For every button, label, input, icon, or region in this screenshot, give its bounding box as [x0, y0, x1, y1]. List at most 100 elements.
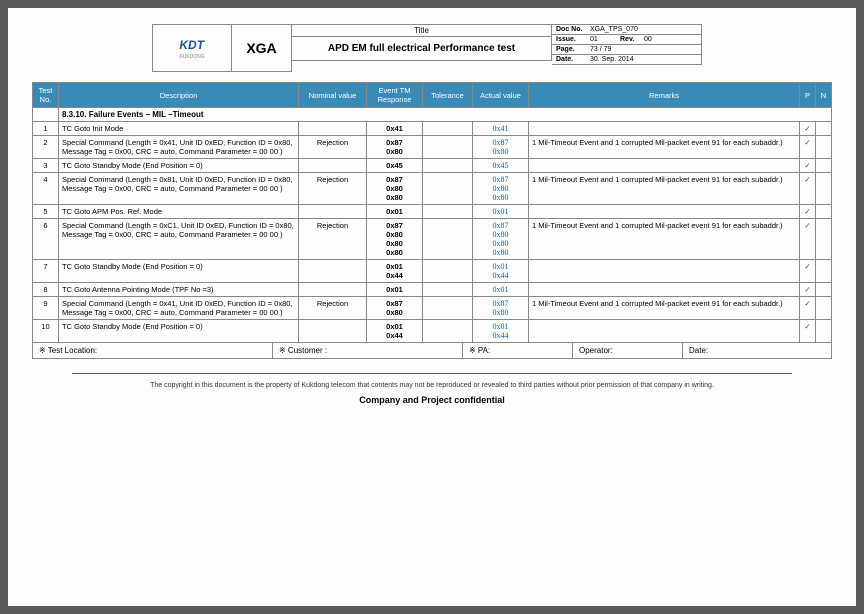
pass-cell: ✓	[800, 283, 816, 297]
description-cell: TC Goto APM Pos. Ref. Mode	[59, 205, 299, 219]
fail-cell	[816, 159, 832, 173]
table-row: 6Special Command (Length = 0xC1, Unit ID…	[33, 219, 832, 260]
table-row: 7TC Goto Standby Mode (End Position = 0)…	[33, 260, 832, 283]
column-header: N	[816, 83, 832, 108]
copyright-text: The copyright in this document is the pr…	[62, 382, 802, 389]
page-value: 73 / 79	[590, 46, 611, 53]
date-label: Date.	[556, 56, 590, 63]
nominal-cell: Rejection	[299, 219, 367, 260]
divider	[72, 373, 792, 374]
fail-cell	[816, 122, 832, 136]
test-no: 2	[33, 136, 59, 159]
nominal-cell: Rejection	[299, 173, 367, 205]
description-cell: TC Goto Standby Mode (End Position = 0)	[59, 320, 299, 343]
page-label: Page.	[556, 46, 590, 53]
tolerance-cell	[423, 173, 473, 205]
response-cell: 0x41	[367, 122, 423, 136]
operator-label: Operator:	[573, 343, 683, 358]
pa-label: ※ PA:	[463, 343, 573, 358]
issue-label: Issue.	[556, 36, 590, 43]
tolerance-cell	[423, 260, 473, 283]
test-no: 1	[33, 122, 59, 136]
column-header: Test No.	[33, 83, 59, 108]
test-no: 8	[33, 283, 59, 297]
test-no: 10	[33, 320, 59, 343]
pass-cell: ✓	[800, 320, 816, 343]
column-header: Tolerance	[423, 83, 473, 108]
docno-value: XGA_TPS_070	[590, 26, 638, 33]
remarks-cell: 1 Mil-Timeout Event and 1 corrupted Mil-…	[529, 219, 800, 260]
remarks-cell: 1 Mil-Timeout Event and 1 corrupted Mil-…	[529, 136, 800, 159]
header-block: KDT KUKDONG XGA Title APD EM full electr…	[152, 24, 832, 72]
meta-block: Doc No.XGA_TPS_070 Issue.01Rev.00 Page.7…	[552, 24, 702, 72]
column-header: Nominal value	[299, 83, 367, 108]
footer-date-label: Date:	[683, 343, 831, 358]
customer-label: ※ Customer :	[273, 343, 463, 358]
nominal-cell	[299, 205, 367, 219]
tolerance-cell	[423, 205, 473, 219]
date-value: 30. Sep. 2014	[590, 56, 634, 63]
rev-label: Rev.	[620, 36, 644, 43]
table-row: 8TC Goto Antenna Pointing Mode (TPF No =…	[33, 283, 832, 297]
pass-cell: ✓	[800, 205, 816, 219]
response-cell: 0x870x800x80	[367, 173, 423, 205]
remarks-cell	[529, 159, 800, 173]
test-no: 9	[33, 297, 59, 320]
pass-cell: ✓	[800, 297, 816, 320]
main-table: Test No.DescriptionNominal valueEvent TM…	[32, 82, 832, 343]
table-row: 5TC Goto APM Pos. Ref. Mode0x010x01✓	[33, 205, 832, 219]
nominal-cell: Rejection	[299, 136, 367, 159]
nominal-cell	[299, 260, 367, 283]
response-cell: 0x01	[367, 283, 423, 297]
section-title: 8.3.10. Failure Events – MIL –Timeout	[59, 108, 832, 122]
pass-cell: ✓	[800, 122, 816, 136]
response-cell: 0x45	[367, 159, 423, 173]
fail-cell	[816, 283, 832, 297]
confidential-text: Company and Project confidential	[32, 395, 832, 405]
table-body: 8.3.10. Failure Events – MIL –Timeout 1T…	[33, 108, 832, 343]
fail-cell	[816, 173, 832, 205]
actual-cell: 0x010x44	[473, 320, 529, 343]
table-row: 4Special Command (Length = 0x81, Unit ID…	[33, 173, 832, 205]
actual-cell: 0x870x800x80	[473, 173, 529, 205]
remarks-cell	[529, 320, 800, 343]
description-cell: TC Goto Init Mode	[59, 122, 299, 136]
response-cell: 0x870x80	[367, 136, 423, 159]
column-header: Event TM Response	[367, 83, 423, 108]
pass-cell: ✓	[800, 136, 816, 159]
nominal-cell	[299, 320, 367, 343]
table-row: 10TC Goto Standby Mode (End Position = 0…	[33, 320, 832, 343]
test-no: 3	[33, 159, 59, 173]
response-cell: 0x870x800x800x80	[367, 219, 423, 260]
remarks-cell	[529, 260, 800, 283]
docno-label: Doc No.	[556, 26, 590, 33]
title-block: Title APD EM full electrical Performance…	[292, 24, 552, 72]
actual-cell: 0x01	[473, 205, 529, 219]
actual-cell: 0x870x80	[473, 297, 529, 320]
tolerance-cell	[423, 297, 473, 320]
tolerance-cell	[423, 320, 473, 343]
actual-cell: 0x41	[473, 122, 529, 136]
actual-cell: 0x01	[473, 283, 529, 297]
rev-value: 00	[644, 36, 652, 43]
description-cell: TC Goto Standby Mode (End Position = 0)	[59, 159, 299, 173]
footer-row: ※ Test Location: ※ Customer : ※ PA: Oper…	[32, 343, 832, 359]
column-header: Remarks	[529, 83, 800, 108]
table-row: 1TC Goto Init Mode 0x41 0x41 ✓	[33, 122, 832, 136]
test-no: 4	[33, 173, 59, 205]
logo-cell: KDT KUKDONG	[152, 24, 232, 72]
table-row: 9Special Command (Length = 0x41, Unit ID…	[33, 297, 832, 320]
actual-cell: 0x870x80	[473, 136, 529, 159]
issue-value: 01	[590, 36, 620, 43]
remarks-cell: 1 Mil-Timeout Event and 1 corrupted Mil-…	[529, 173, 800, 205]
tolerance-cell	[423, 136, 473, 159]
response-cell: 0x010x44	[367, 320, 423, 343]
actual-cell: 0x010x44	[473, 260, 529, 283]
fail-cell	[816, 219, 832, 260]
fail-cell	[816, 136, 832, 159]
document-title: APD EM full electrical Performance test	[292, 37, 552, 61]
description-cell: Special Command (Length = 0x81, Unit ID …	[59, 173, 299, 205]
remarks-cell	[529, 205, 800, 219]
tolerance-cell	[423, 159, 473, 173]
test-no: 7	[33, 260, 59, 283]
